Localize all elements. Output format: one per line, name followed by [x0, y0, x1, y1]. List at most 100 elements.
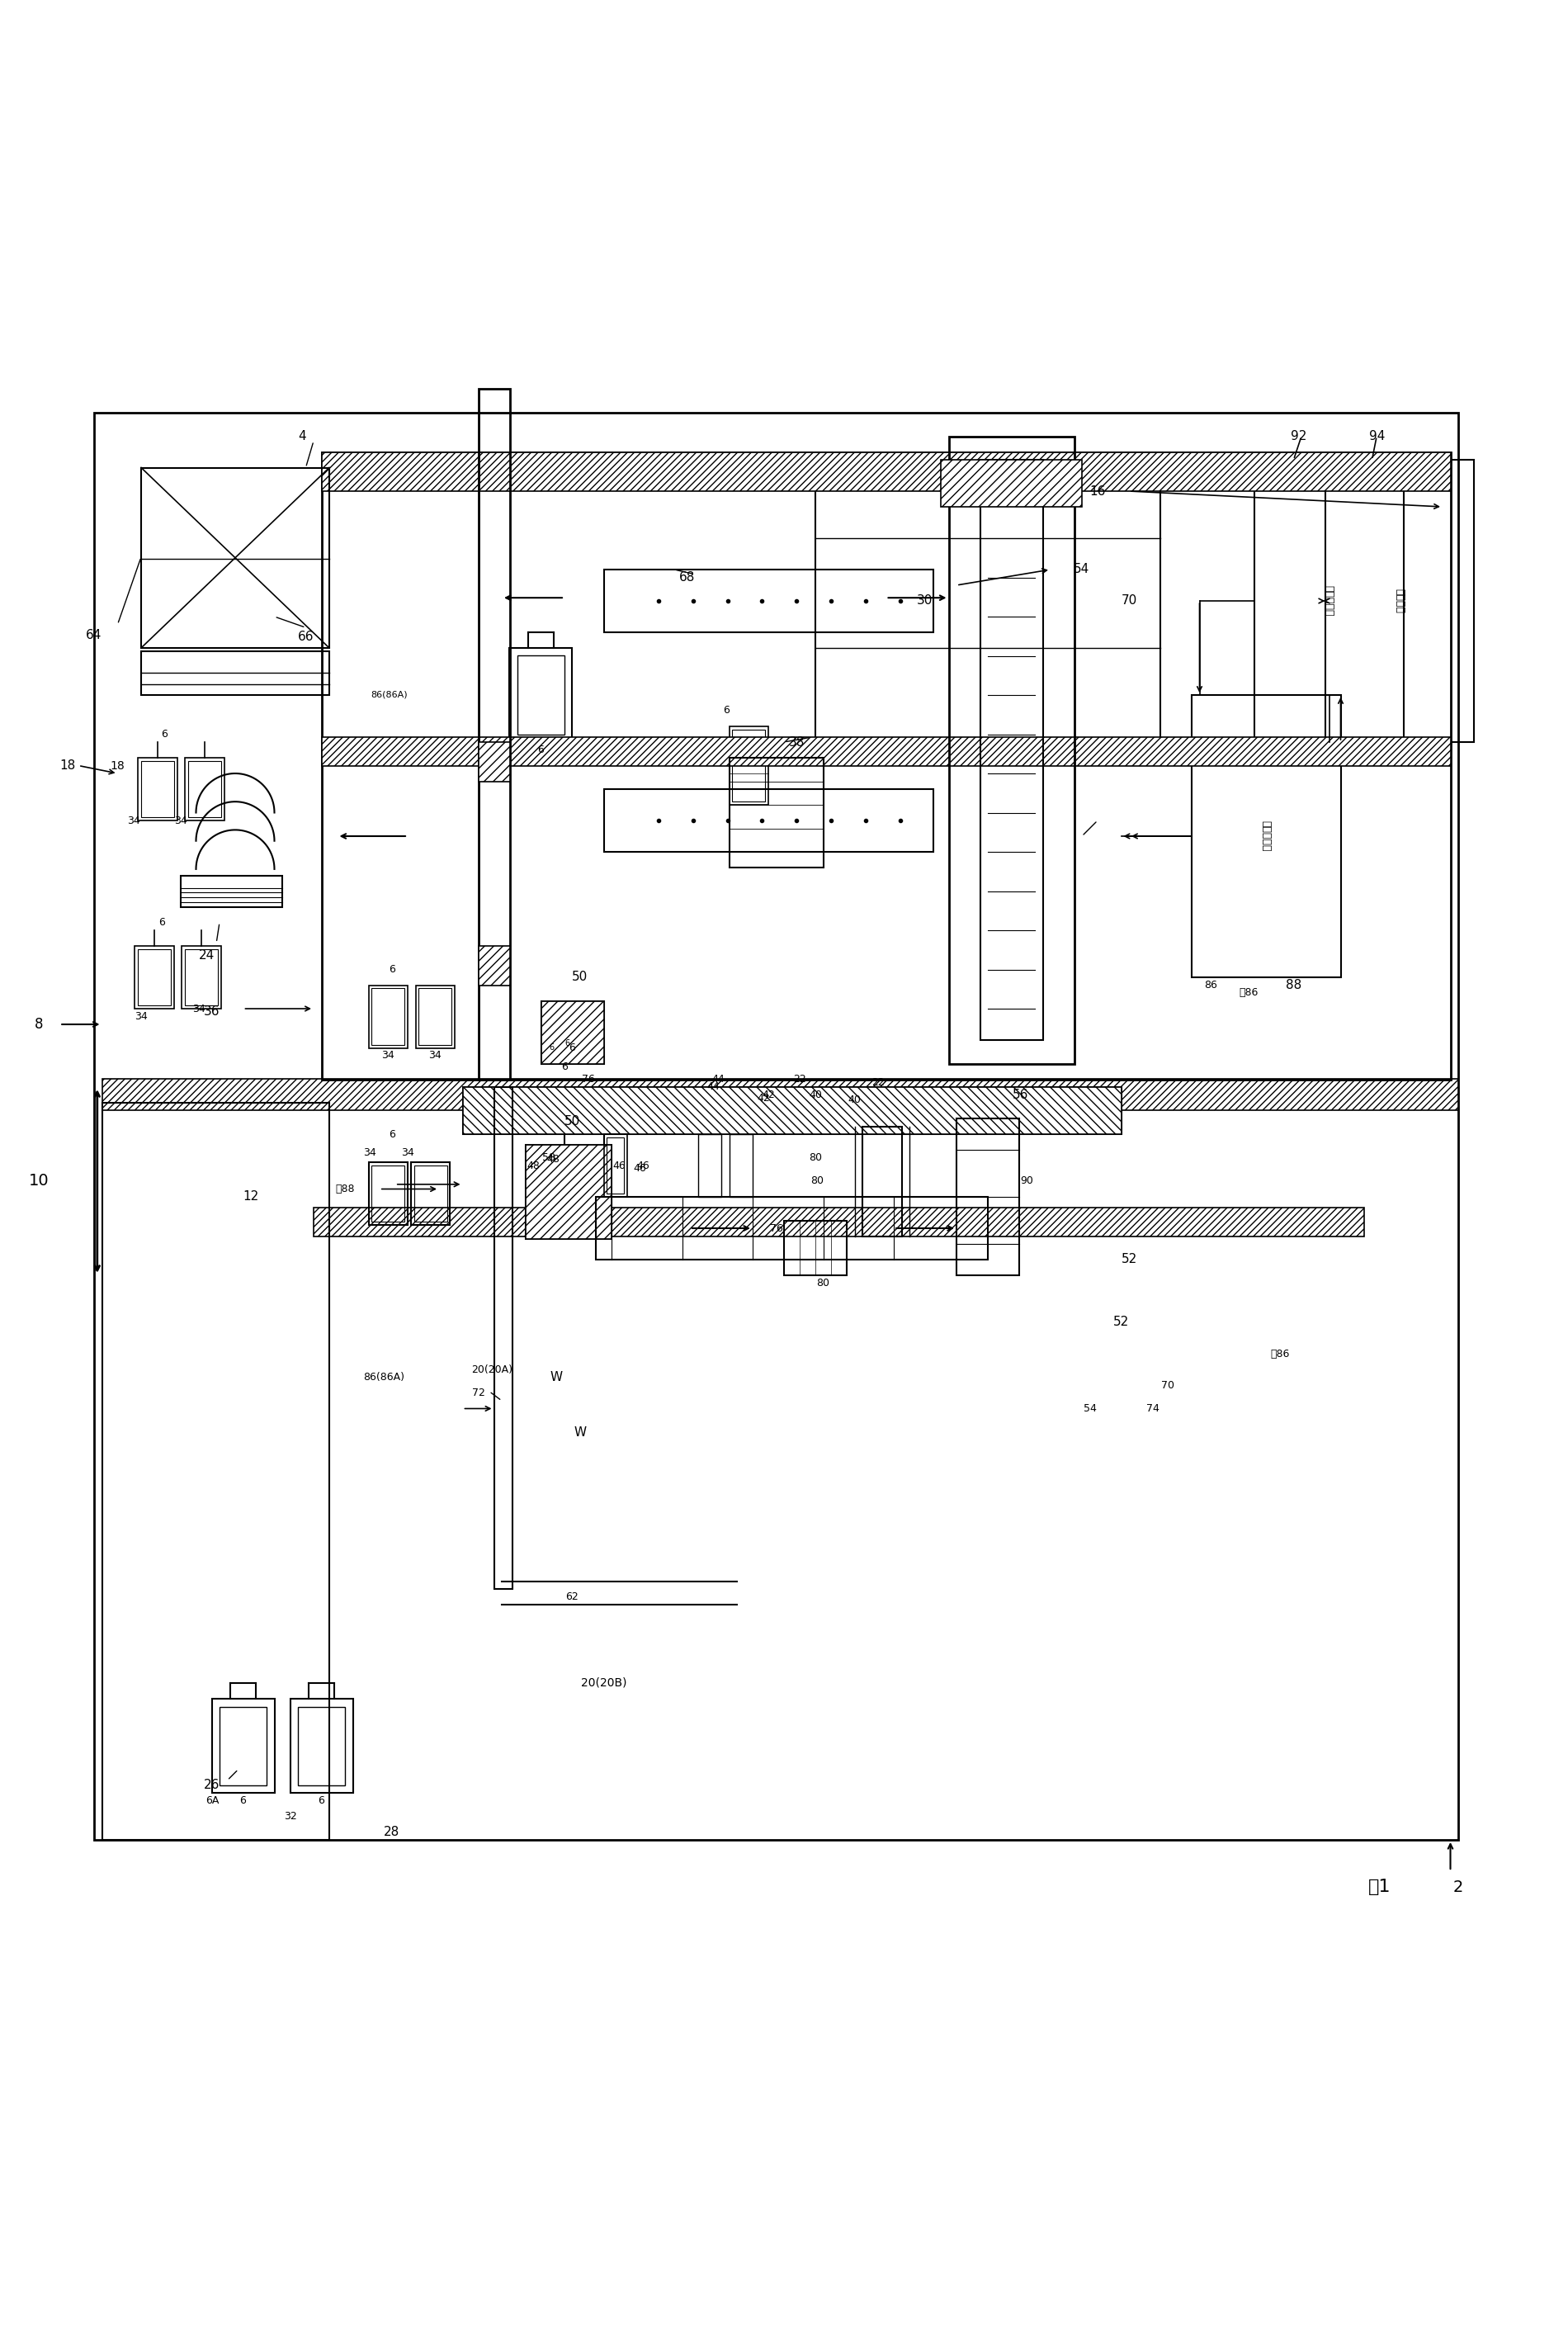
Text: 90: 90: [1021, 1175, 1033, 1186]
Text: 34: 34: [428, 1051, 442, 1061]
Bar: [212, 1699, 274, 1793]
Text: 从86: 从86: [1239, 988, 1258, 998]
Bar: [220, 1706, 267, 1786]
Text: 76: 76: [770, 1224, 782, 1233]
Text: 94: 94: [1369, 429, 1385, 443]
Text: 34: 34: [174, 816, 187, 825]
Bar: [102, 1079, 1458, 1110]
Text: 22: 22: [872, 1077, 884, 1089]
Text: 70: 70: [1162, 1380, 1174, 1389]
Bar: [1254, 459, 1403, 741]
Bar: [368, 1163, 408, 1226]
Bar: [180, 876, 282, 907]
Text: 52: 52: [1113, 1317, 1129, 1329]
Text: 6: 6: [158, 916, 165, 928]
Bar: [135, 946, 174, 1009]
Text: 74: 74: [1146, 1403, 1159, 1415]
Text: 50: 50: [572, 972, 588, 984]
Text: 34: 34: [364, 1147, 376, 1159]
Text: 68: 68: [679, 571, 695, 583]
Bar: [596, 1196, 988, 1259]
Text: 40: 40: [848, 1093, 861, 1105]
Bar: [478, 741, 510, 781]
Bar: [321, 737, 1450, 765]
Text: 6: 6: [389, 1128, 395, 1140]
Text: 86(86A): 86(86A): [370, 690, 408, 699]
Text: 76: 76: [582, 1075, 594, 1084]
Text: 6: 6: [564, 1040, 571, 1047]
Bar: [102, 1103, 329, 1839]
Text: 80: 80: [817, 1277, 829, 1289]
Text: 12: 12: [243, 1191, 259, 1203]
Text: 6: 6: [549, 1044, 555, 1051]
Bar: [956, 1119, 1019, 1275]
Text: 移载控制部: 移载控制部: [1261, 821, 1272, 851]
Text: 6: 6: [389, 965, 395, 974]
Text: 26: 26: [204, 1779, 220, 1790]
Text: 16: 16: [1090, 485, 1105, 497]
Text: 48: 48: [527, 1161, 539, 1170]
Bar: [541, 1000, 604, 1063]
Text: 92: 92: [1290, 429, 1306, 443]
Bar: [941, 459, 1082, 506]
Bar: [729, 758, 823, 867]
Bar: [182, 946, 221, 1009]
Text: 54: 54: [1074, 564, 1090, 576]
Text: 72: 72: [472, 1387, 485, 1399]
Bar: [416, 986, 455, 1049]
Text: 34: 34: [193, 1002, 205, 1014]
Text: 46: 46: [637, 1161, 649, 1170]
Text: 4: 4: [298, 429, 306, 443]
Bar: [414, 1166, 447, 1221]
Text: 44: 44: [707, 1082, 720, 1093]
Text: 18: 18: [60, 760, 75, 772]
Bar: [372, 1166, 405, 1221]
Text: 86: 86: [1204, 979, 1217, 991]
Text: 86(86A): 86(86A): [364, 1373, 405, 1382]
Bar: [368, 986, 408, 1049]
Bar: [949, 436, 1074, 1063]
Text: 6: 6: [561, 1061, 568, 1072]
Bar: [321, 452, 1450, 1079]
Text: 34: 34: [135, 1012, 147, 1021]
Text: 18: 18: [110, 760, 124, 772]
Bar: [321, 452, 1450, 492]
Bar: [298, 1706, 345, 1786]
Text: 42: 42: [762, 1089, 775, 1100]
Text: 34: 34: [381, 1051, 395, 1061]
Text: 46: 46: [633, 1163, 646, 1175]
Text: 54: 54: [1083, 1403, 1096, 1415]
Bar: [463, 1086, 1121, 1135]
Text: 58: 58: [543, 1152, 555, 1163]
Bar: [419, 988, 452, 1044]
Text: 20(20A): 20(20A): [472, 1364, 513, 1375]
Bar: [141, 650, 329, 695]
Text: 6: 6: [162, 730, 168, 739]
Text: 22: 22: [793, 1075, 806, 1084]
Bar: [729, 1135, 753, 1196]
Text: 50: 50: [564, 1117, 580, 1128]
Bar: [815, 476, 1160, 758]
Bar: [138, 758, 177, 821]
Text: 30: 30: [917, 594, 933, 606]
Text: 6: 6: [538, 744, 544, 755]
Text: 10: 10: [30, 1172, 49, 1189]
Bar: [141, 469, 329, 648]
Text: 图1: 图1: [1369, 1879, 1391, 1895]
Text: 80: 80: [811, 1175, 823, 1186]
Text: 80: 80: [809, 1152, 822, 1163]
Text: 44: 44: [712, 1075, 724, 1084]
Bar: [290, 1699, 353, 1793]
Bar: [138, 949, 171, 1005]
Text: 88: 88: [1286, 979, 1301, 991]
Bar: [1325, 459, 1474, 741]
Bar: [604, 790, 933, 851]
Bar: [463, 1086, 1121, 1135]
Text: 70: 70: [1121, 594, 1137, 606]
Text: 48: 48: [547, 1154, 560, 1166]
Bar: [862, 1126, 902, 1235]
Text: 62: 62: [566, 1592, 579, 1601]
Bar: [607, 1138, 624, 1193]
Bar: [784, 1221, 847, 1275]
Bar: [141, 760, 174, 818]
